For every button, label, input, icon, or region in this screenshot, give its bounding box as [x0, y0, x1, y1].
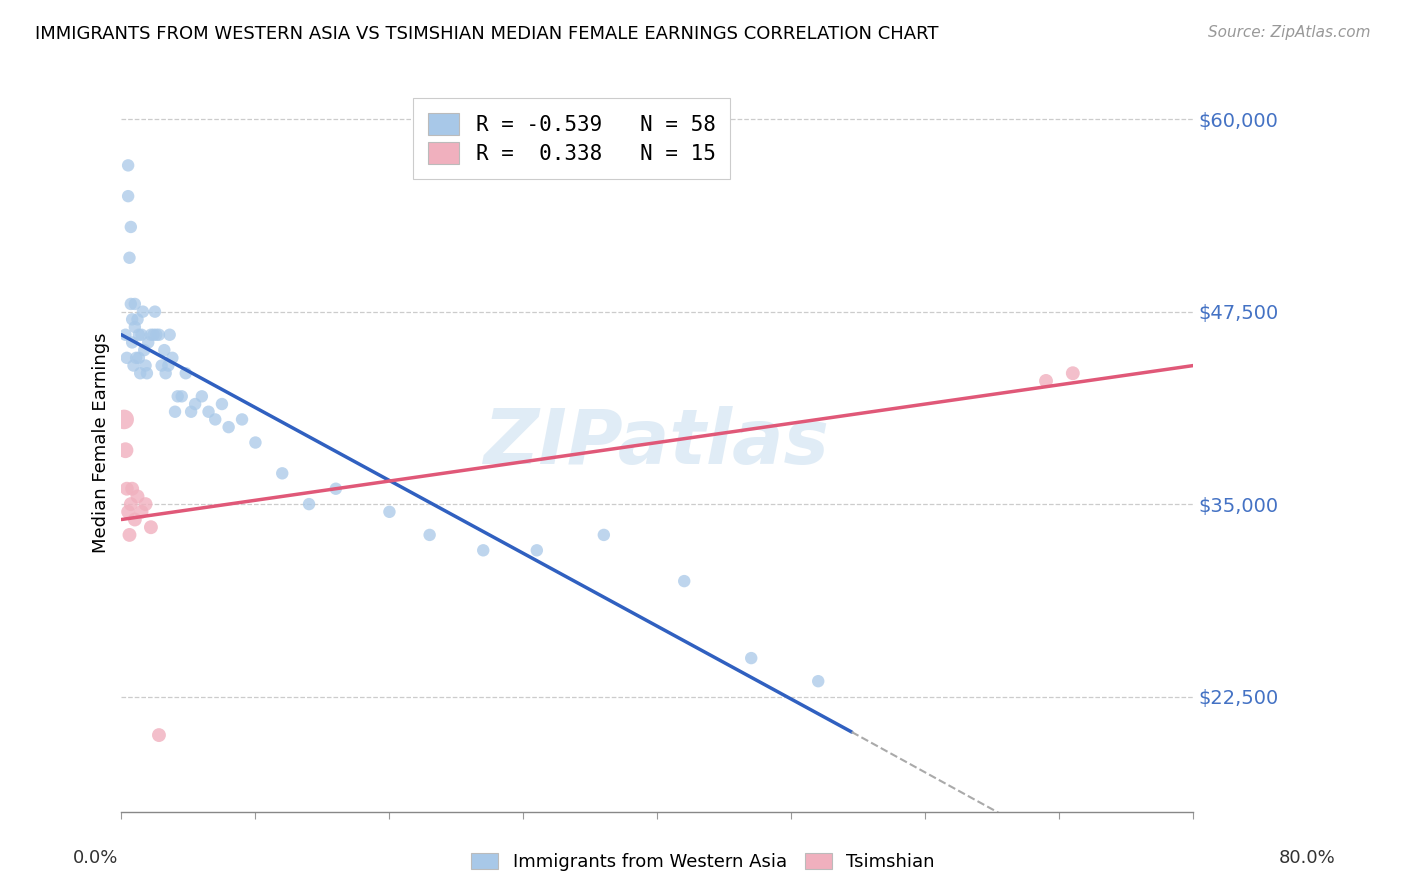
Point	[131, 327, 153, 342]
Point	[740, 651, 762, 665]
Point	[145, 327, 167, 342]
Point	[153, 343, 176, 358]
Point	[117, 158, 139, 172]
Point	[117, 505, 139, 519]
Point	[174, 366, 197, 380]
Text: ZIPatlas: ZIPatlas	[485, 406, 831, 480]
Point	[191, 389, 214, 403]
Point	[115, 351, 138, 365]
Point	[162, 351, 184, 365]
Point	[298, 497, 321, 511]
Point	[128, 351, 150, 365]
Point	[472, 543, 495, 558]
Point	[271, 467, 294, 481]
Legend: Immigrants from Western Asia, Tsimshian: Immigrants from Western Asia, Tsimshian	[464, 846, 942, 879]
Point	[211, 397, 233, 411]
Point	[128, 327, 150, 342]
Point	[184, 397, 207, 411]
Point	[150, 359, 173, 373]
Point	[120, 497, 142, 511]
Point	[121, 312, 143, 326]
Point	[143, 304, 166, 318]
Point	[117, 189, 139, 203]
Point	[122, 359, 145, 373]
Point	[163, 405, 186, 419]
Point	[124, 320, 146, 334]
Point	[157, 359, 180, 373]
Point	[120, 219, 142, 234]
Point	[121, 335, 143, 350]
Point	[125, 351, 148, 365]
Point	[325, 482, 347, 496]
Y-axis label: Median Female Earnings: Median Female Earnings	[93, 333, 110, 553]
Point	[129, 366, 152, 380]
Point	[115, 482, 138, 496]
Legend: R = -0.539   N = 58, R =  0.338   N = 15: R = -0.539 N = 58, R = 0.338 N = 15	[413, 98, 730, 179]
Point	[592, 528, 614, 542]
Point	[155, 366, 177, 380]
Point	[1062, 366, 1084, 380]
Point	[807, 674, 830, 689]
Point	[114, 327, 136, 342]
Point	[139, 327, 162, 342]
Text: Source: ZipAtlas.com: Source: ZipAtlas.com	[1208, 25, 1371, 40]
Point	[135, 366, 157, 380]
Point	[148, 327, 170, 342]
Point	[170, 389, 193, 403]
Point	[124, 512, 146, 526]
Point	[419, 528, 441, 542]
Point	[231, 412, 253, 426]
Point	[1035, 374, 1057, 388]
Point	[673, 574, 696, 588]
Point	[131, 505, 153, 519]
Point	[136, 335, 159, 350]
Point	[134, 343, 156, 358]
Point	[127, 490, 149, 504]
Point	[180, 405, 202, 419]
Point	[118, 528, 141, 542]
Point	[526, 543, 548, 558]
Text: 0.0%: 0.0%	[73, 849, 118, 867]
Point	[124, 297, 146, 311]
Point	[114, 443, 136, 458]
Point	[204, 412, 226, 426]
Text: IMMIGRANTS FROM WESTERN ASIA VS TSIMSHIAN MEDIAN FEMALE EARNINGS CORRELATION CHA: IMMIGRANTS FROM WESTERN ASIA VS TSIMSHIA…	[35, 25, 939, 43]
Point	[142, 327, 165, 342]
Point	[121, 482, 143, 496]
Point	[197, 405, 219, 419]
Point	[159, 327, 181, 342]
Text: 80.0%: 80.0%	[1279, 849, 1336, 867]
Point	[378, 505, 401, 519]
Point	[132, 304, 155, 318]
Point	[245, 435, 267, 450]
Point	[118, 251, 141, 265]
Point	[218, 420, 240, 434]
Point	[148, 728, 170, 742]
Point	[127, 312, 149, 326]
Point	[135, 359, 157, 373]
Point	[112, 412, 135, 426]
Point	[139, 520, 162, 534]
Point	[135, 497, 157, 511]
Point	[120, 297, 142, 311]
Point	[166, 389, 188, 403]
